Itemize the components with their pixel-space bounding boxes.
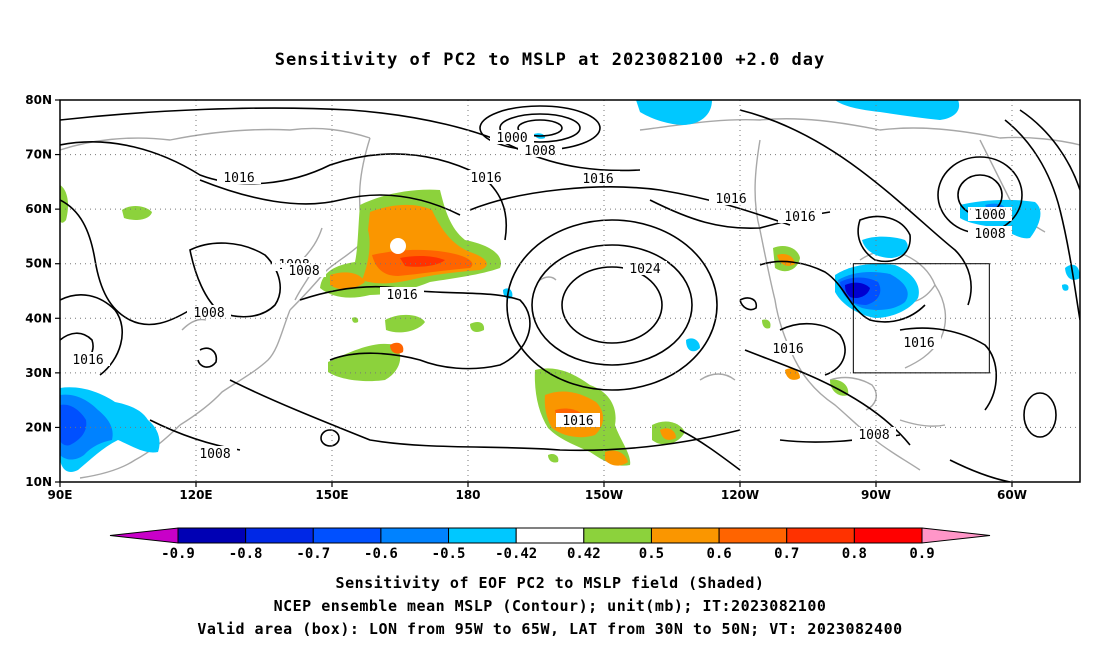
colorbar-label: 0.9	[909, 546, 934, 562]
map-plot-area: 1000 1008 1016 1016 1016 1016 1016 1000 …	[60, 100, 1080, 482]
valid-area-box	[852, 263, 990, 374]
latitude-label: 60N	[25, 202, 52, 216]
colorbar-label: 0.5	[639, 546, 664, 562]
colorbar-label: -0.5	[432, 546, 466, 562]
mslp-contours	[60, 105, 1080, 482]
colorbar-label: -0.9	[161, 546, 195, 562]
colorbar-label: -0.8	[229, 546, 263, 562]
latitude-label: 50N	[25, 257, 52, 271]
caption-contour: NCEP ensemble mean MSLP (Contour); unit(…	[273, 597, 827, 615]
colorbar-swatch	[448, 527, 517, 544]
colorbar-swatch	[853, 527, 923, 544]
colorbar-swatch	[380, 527, 450, 544]
colorbar-swatch	[177, 527, 247, 544]
colorbar: -0.9 -0.8 -0.7 -0.6 -0.5 -0.42 0.42 0.5 0.6 0.7 0.…	[109, 527, 991, 562]
contour-label: 1024	[629, 262, 660, 277]
colorbar-label: 0.42	[567, 546, 601, 562]
contour-label: 1016	[784, 210, 815, 225]
longitude-axis: 90E 120E 150E 180 150W 120W 90W 60W	[48, 482, 1027, 502]
latitude-axis: 80N 70N 60N 50N 40N 30N 20N 10N	[25, 93, 60, 489]
contour-label: 1016	[715, 192, 746, 207]
caption-valid-area: Valid area (box): LON from 95W to 65W, L…	[197, 620, 903, 638]
longitude-label: 120W	[721, 488, 759, 502]
positive-sensitivity-shading	[60, 185, 849, 466]
colorbar-label: 0.7	[774, 546, 799, 562]
colorbar-arrow-high	[921, 527, 991, 544]
colorbar-swatch	[515, 527, 585, 544]
longitude-label: 180	[455, 488, 480, 502]
caption-shading: Sensitivity of EOF PC2 to MSLP field (Sh…	[335, 574, 765, 592]
latitude-label: 10N	[25, 475, 52, 489]
contour-label: 1016	[223, 171, 254, 186]
longitude-label: 60W	[997, 488, 1027, 502]
latitude-label: 20N	[25, 420, 52, 434]
contour-label: 1016	[562, 414, 593, 429]
colorbar-label: 0.6	[706, 546, 731, 562]
contour-label: 1000	[974, 208, 1005, 223]
plot-title: Sensitivity of PC2 to MSLP at 2023082100…	[274, 50, 826, 70]
contour-label: 1016	[72, 353, 103, 368]
colorbar-label: -0.42	[495, 546, 537, 562]
latitude-label: 80N	[25, 93, 52, 107]
colorbar-swatch	[786, 527, 855, 544]
colorbar-swatch	[583, 527, 652, 544]
longitude-label: 150W	[585, 488, 623, 502]
colorbar-swatch	[650, 527, 720, 544]
colorbar-label: -0.7	[296, 546, 330, 562]
colorbar-swatch	[718, 527, 788, 544]
contour-label: 1016	[386, 288, 417, 303]
latitude-label: 30N	[25, 366, 52, 380]
contour-label: 1008	[199, 447, 230, 462]
contour-label: 1008	[193, 306, 224, 321]
contour-label: 1016	[772, 342, 803, 357]
longitude-label: 120E	[179, 488, 212, 502]
latitude-label: 40N	[25, 311, 52, 325]
colorbar-swatch	[312, 527, 382, 544]
contour-label: 1008	[524, 144, 555, 159]
map-frame	[59, 99, 1081, 483]
contour-label: 1016	[582, 172, 613, 187]
colorbar-arrow-low	[109, 527, 179, 544]
longitude-label: 90W	[861, 488, 891, 502]
colorbar-label: -0.6	[364, 546, 398, 562]
contour-label: 1016	[470, 171, 501, 186]
colorbar-swatch	[245, 527, 314, 544]
contour-label: 1008	[858, 428, 889, 443]
contour-labels: 1000 1008 1016 1016 1016 1016 1016 1000 …	[66, 130, 1012, 462]
contour-label: 1008	[288, 264, 319, 279]
longitude-label: 150E	[315, 488, 348, 502]
longitude-label: 90E	[48, 488, 73, 502]
contour-label: 1016	[903, 336, 934, 351]
latitude-label: 70N	[25, 148, 52, 162]
contour-label: 1000	[496, 131, 527, 146]
contour-label: 1008	[974, 227, 1005, 242]
colorbar-label: 0.8	[842, 546, 867, 562]
